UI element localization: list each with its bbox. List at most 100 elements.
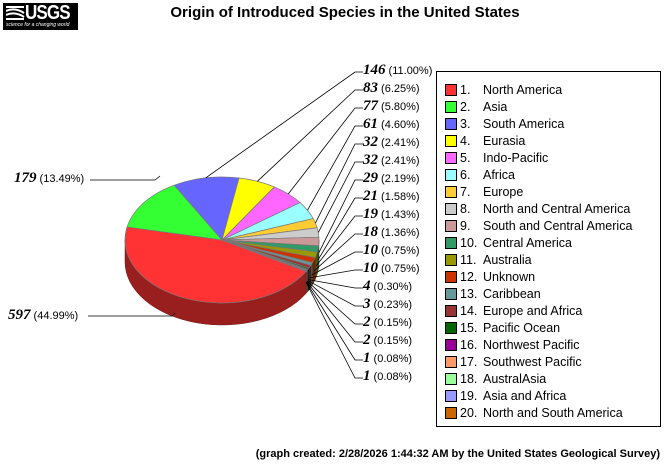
legend-number: 19. <box>460 388 478 403</box>
slice-value: 83 <box>363 80 378 96</box>
leader-line <box>313 233 363 272</box>
usgs-wave-icon <box>6 6 25 20</box>
legend-item: 9. South and Central America <box>445 217 632 234</box>
legend-label: Eurasia <box>483 133 526 148</box>
legend-label: Southwest Pacific <box>483 354 582 369</box>
slice-value: 19 <box>363 206 378 222</box>
slice-percent: (2.41%) <box>378 155 420 167</box>
legend-item: 14. Europe and Africa <box>445 302 582 319</box>
legend-number: 17. <box>460 354 478 369</box>
pie-slice <box>173 176 240 241</box>
leader-line <box>311 251 363 276</box>
slice-percent: (1.36%) <box>378 227 420 239</box>
legend-item: 20. North and South America <box>445 404 623 421</box>
legend-swatch <box>445 338 457 351</box>
leader-line <box>306 281 363 343</box>
legend-item: 15. Pacific Ocean <box>445 319 560 336</box>
legend-label: Indo-Pacific <box>483 150 549 165</box>
slice-label: 10 (0.75%) <box>363 242 420 259</box>
legend-number: 6. <box>460 167 471 182</box>
slice-percent: (0.15%) <box>370 317 413 329</box>
legend-number: 20. <box>460 405 478 420</box>
leader-line <box>315 143 363 224</box>
slice-value: 3 <box>363 296 371 312</box>
slice-value: 10 <box>363 260 378 276</box>
legend-item: 17. Southwest Pacific <box>445 353 582 370</box>
slice-percent: (0.30%) <box>370 281 413 293</box>
leader-line <box>317 197 363 261</box>
legend-swatch <box>445 83 457 96</box>
pie-slice <box>221 239 307 272</box>
legend-label: Asia and Africa <box>483 388 567 403</box>
legend-label: Australia <box>483 252 532 267</box>
legend-label: Caribbean <box>483 286 541 301</box>
slice-label: 1 (0.08%) <box>363 350 412 367</box>
legend-item: 6. Africa <box>445 166 515 183</box>
legend-item: 8. North and Central America <box>445 200 630 217</box>
slice-value: 61 <box>363 116 378 132</box>
leader-line <box>306 280 363 325</box>
leader-line <box>90 175 161 181</box>
leader-line <box>88 312 176 317</box>
logo-text: USGS <box>25 2 71 24</box>
leader-line <box>309 269 363 279</box>
legend-item: 4. Eurasia <box>445 132 525 149</box>
slice-label: 2 (0.15%) <box>363 314 412 331</box>
slice-percent: (13.49%) <box>36 173 85 185</box>
legend-label: Northwest Pacific <box>483 337 580 352</box>
legend-label: Africa <box>483 167 515 182</box>
slice-percent: (2.41%) <box>378 137 420 149</box>
leader-line <box>315 215 363 267</box>
slice-label: 179 (13.49%) <box>14 170 84 187</box>
slice-percent: (0.15%) <box>370 335 413 347</box>
legend-swatch <box>445 389 457 402</box>
legend-label: South America <box>483 116 565 131</box>
slice-value: 1 <box>363 368 371 384</box>
leader-line <box>306 281 363 361</box>
leader-line <box>307 280 363 307</box>
slice-value: 32 <box>363 134 378 150</box>
legend-swatch <box>445 287 457 300</box>
legend-number: 11. <box>460 252 477 267</box>
legend-number: 2. <box>460 99 471 114</box>
legend-number: 8. <box>460 201 471 216</box>
slice-value: 597 <box>8 307 31 323</box>
legend-number: 5. <box>460 150 471 165</box>
legend-swatch <box>445 151 457 164</box>
slice-label: 3 (0.23%) <box>363 296 412 313</box>
legend-swatch <box>445 236 457 249</box>
legend-swatch <box>445 270 457 283</box>
legend-label: Unknown <box>483 269 536 284</box>
legend-item: 16. Northwest Pacific <box>445 336 580 353</box>
slice-label: 61 (4.60%) <box>363 116 420 133</box>
legend-item: 12. Unknown <box>445 268 535 285</box>
slice-label: 29 (2.19%) <box>363 170 420 187</box>
slice-value: 29 <box>363 170 378 186</box>
legend-label: Europe <box>483 184 524 199</box>
legend-item: 1. North America <box>445 81 562 98</box>
slice-label: 32 (2.41%) <box>363 152 420 169</box>
pie-slice <box>124 226 307 304</box>
slice-percent: (1.58%) <box>378 191 420 203</box>
logo-tagline: science for a changing world <box>6 22 70 28</box>
legend-item: 10. Central America <box>445 234 572 251</box>
slice-label: 21 (1.58%) <box>363 188 420 205</box>
slice-label: 83 (6.25%) <box>363 80 420 97</box>
slice-label: 19 (1.43%) <box>363 206 420 223</box>
slice-percent: (0.08%) <box>370 353 413 365</box>
legend-label: North and Central America <box>483 201 631 216</box>
legend-number: 7. <box>460 184 471 199</box>
leader-line <box>205 71 363 179</box>
slice-label: 4 (0.30%) <box>363 278 412 295</box>
slice-percent: (0.75%) <box>378 263 420 275</box>
slice-label: 32 (2.41%) <box>363 134 420 151</box>
slice-value: 4 <box>363 278 371 294</box>
legend-label: Europe and Africa <box>483 303 583 318</box>
legend-number: 12. <box>460 269 478 284</box>
legend-item: 13. Caribbean <box>445 285 541 302</box>
slice-percent: (0.08%) <box>370 371 413 383</box>
slice-percent: (2.19%) <box>378 173 420 185</box>
slice-percent: (0.75%) <box>378 245 420 257</box>
leader-line <box>305 282 363 379</box>
legend-swatch <box>445 253 457 266</box>
